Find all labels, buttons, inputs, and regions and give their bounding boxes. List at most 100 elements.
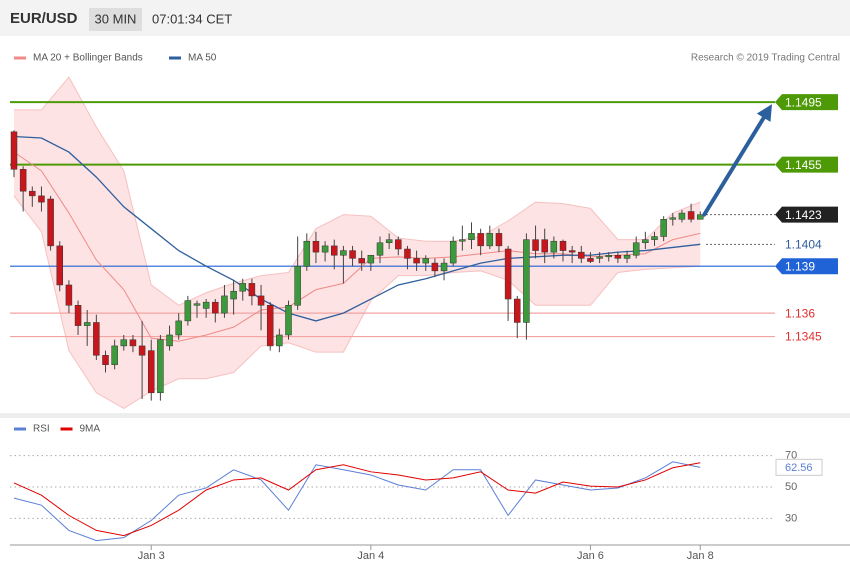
candle-body xyxy=(248,283,256,297)
candle-body xyxy=(532,239,539,251)
ma20-line xyxy=(13,151,701,342)
candle-body xyxy=(331,245,338,256)
interval-box xyxy=(89,8,142,31)
candle-body xyxy=(605,255,612,258)
candle-body xyxy=(212,301,219,314)
candle-body xyxy=(102,355,109,365)
rsi-value-box xyxy=(775,458,823,476)
candle-body xyxy=(541,239,548,253)
candle-body xyxy=(74,305,82,326)
candle-body xyxy=(550,240,558,253)
candle-body xyxy=(514,298,521,323)
candle-body xyxy=(404,248,411,259)
candle-body xyxy=(504,248,512,300)
candle-body xyxy=(56,245,63,286)
candle-body xyxy=(678,212,686,220)
candle-body xyxy=(413,258,420,264)
candle-body xyxy=(578,251,585,259)
candle-body xyxy=(148,350,155,394)
candle-body xyxy=(83,322,91,326)
candle-body xyxy=(303,240,311,267)
level-label-box xyxy=(775,94,838,111)
level-label: 1.1423 xyxy=(785,208,822,222)
candle-body xyxy=(38,195,45,203)
candle-body xyxy=(367,255,375,264)
forecast-arrow xyxy=(702,112,768,217)
candle-body xyxy=(623,255,631,259)
candle-body xyxy=(129,339,137,347)
candle-body xyxy=(587,258,594,262)
candle-body xyxy=(349,250,356,259)
level-label: 1.1455 xyxy=(785,158,822,172)
candle-body xyxy=(29,190,36,197)
candle-body xyxy=(697,214,704,220)
candle-body xyxy=(358,258,365,264)
candle-body xyxy=(642,239,649,244)
candle-body xyxy=(486,233,494,247)
candle-body xyxy=(660,219,667,237)
level-label: 1.1345 xyxy=(785,330,822,344)
candle-body xyxy=(120,339,128,347)
candle-body xyxy=(47,198,54,247)
candle-body xyxy=(285,305,292,336)
candle-body xyxy=(422,258,429,264)
candle-body xyxy=(614,255,622,259)
rsi-ma-line xyxy=(13,462,701,537)
y-tick-label: 30 xyxy=(785,512,797,524)
candle-body xyxy=(477,233,484,247)
legend-label: RSI xyxy=(33,424,50,435)
candle-body xyxy=(65,284,73,306)
candle-body xyxy=(294,265,301,306)
time: 07:01:34 CET xyxy=(152,11,232,26)
candle-body xyxy=(559,240,567,251)
panel-divider xyxy=(0,413,850,418)
y-tick-label: 50 xyxy=(785,481,797,493)
candle-body xyxy=(687,211,695,220)
candle-body xyxy=(459,239,466,242)
level-label-box xyxy=(775,258,838,275)
ma50-line xyxy=(13,135,701,322)
credit: Research © 2019 Trading Central xyxy=(691,53,840,64)
candle-body xyxy=(266,305,274,347)
interval: 30 MIN xyxy=(95,11,137,26)
candle-body xyxy=(276,334,283,347)
rsi-line xyxy=(13,461,701,542)
candle-body xyxy=(468,233,475,240)
bollinger-lower xyxy=(13,195,701,410)
bollinger-upper xyxy=(14,76,701,306)
x-tick-label: Jan 8 xyxy=(687,550,714,562)
legend-label: MA 50 xyxy=(188,53,217,64)
candle-body xyxy=(202,301,210,309)
candle-body xyxy=(312,240,320,253)
candle-body xyxy=(568,250,576,253)
candle-body xyxy=(632,242,640,256)
candle-body xyxy=(321,245,329,253)
candle-body xyxy=(19,169,27,192)
candle-body xyxy=(193,303,201,306)
candle-body xyxy=(175,320,182,336)
rsi-value-label: 62.56 xyxy=(785,462,813,474)
x-tick-label: Jan 3 xyxy=(138,550,165,562)
candle-body xyxy=(596,256,603,259)
symbol: EUR/USD xyxy=(10,10,78,27)
candle-body xyxy=(157,339,164,394)
candle-body xyxy=(449,240,457,264)
candle-body xyxy=(376,242,384,256)
candle-body xyxy=(138,345,146,356)
candle-body xyxy=(669,217,677,220)
level-label: 1.136 xyxy=(785,306,815,320)
y-tick-label: 70 xyxy=(785,450,797,462)
candle-body xyxy=(111,345,118,365)
candle-body xyxy=(221,295,228,314)
candle-body xyxy=(385,239,393,244)
candle-body xyxy=(440,262,448,272)
candle-body xyxy=(239,283,246,292)
level-label-box xyxy=(775,156,838,173)
candle-body xyxy=(431,262,439,272)
candle-body xyxy=(651,236,658,240)
level-label: 1.1404 xyxy=(785,237,822,251)
x-tick-label: Jan 6 xyxy=(577,550,604,562)
candle-body xyxy=(523,239,530,323)
